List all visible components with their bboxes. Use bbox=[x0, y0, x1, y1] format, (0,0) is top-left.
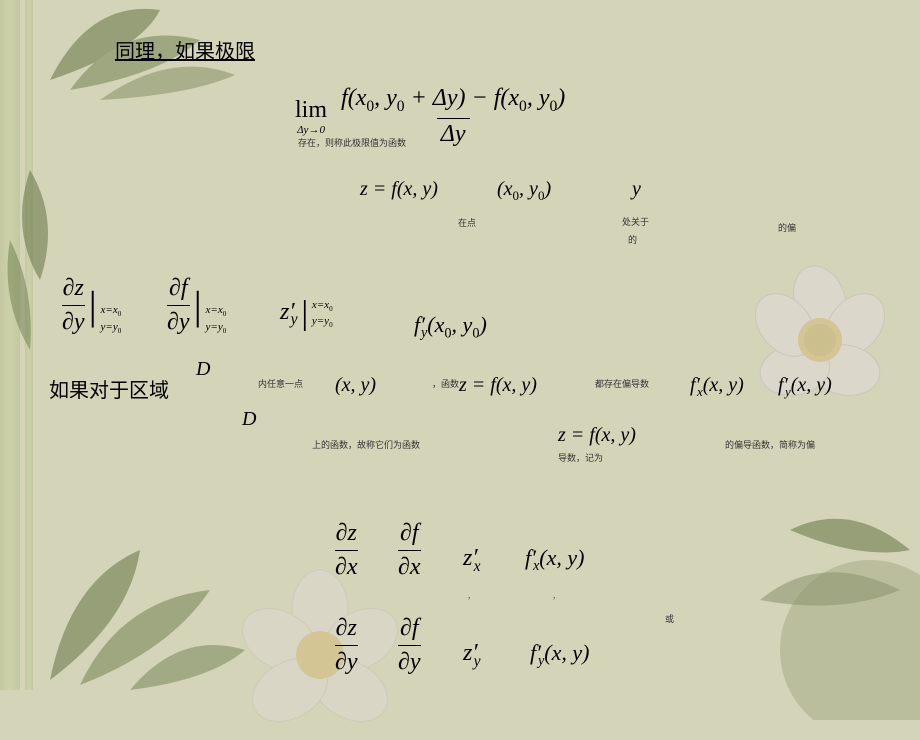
tiny-pd-func: 的偏导函数，简称为偏 bbox=[725, 438, 815, 451]
leaf-bottom-right bbox=[690, 470, 920, 720]
tiny-any-point: 内任意一点 bbox=[258, 377, 303, 390]
deriv-df-dy-eval: ∂f∂y | x=x0y=y0 bbox=[167, 275, 226, 336]
fy-xy: f′y(x, y) bbox=[778, 374, 832, 400]
flower-right bbox=[730, 250, 910, 450]
b2-dfdy: ∂f∂y bbox=[398, 615, 421, 676]
b1-zx: z′x bbox=[463, 545, 481, 576]
eq-zfxy-3: z = f(x, y) bbox=[558, 424, 636, 447]
tiny-exists: 存在，则称此极限值为函数 bbox=[298, 136, 406, 149]
fx-xy: f′x(x, y) bbox=[690, 374, 744, 400]
tiny-on-func: 上的函数，故称它们为函数 bbox=[312, 438, 420, 451]
point-xy: (x, y) bbox=[335, 374, 376, 397]
tiny-commas2: , bbox=[553, 590, 555, 600]
b1-dfdx: ∂f∂x bbox=[398, 520, 421, 581]
tiny-at-point: 在点 bbox=[458, 216, 476, 229]
eq-zfxy-1: z = f(x, y) bbox=[360, 178, 438, 201]
b2-dzdy: ∂z∂y bbox=[335, 615, 358, 676]
deriv-dz-dy-eval: ∂z∂y | x=x0y=y0 bbox=[62, 275, 121, 336]
tiny-or: 或 bbox=[665, 612, 674, 625]
tiny-denote: 导数，记为 bbox=[558, 451, 603, 464]
tiny-commas1: , bbox=[468, 590, 470, 600]
region-D-2: D bbox=[242, 408, 256, 431]
eq-zfxy-2: z = f(x, y) bbox=[459, 374, 537, 397]
b2-zy: z′y bbox=[463, 640, 481, 671]
tiny-func: ，函数 bbox=[432, 377, 459, 390]
lim-symbol: lim Δy→0 bbox=[295, 97, 327, 136]
var-y: y bbox=[632, 178, 641, 201]
tiny-depian: 的偏 bbox=[778, 221, 796, 234]
heading-text: 同理，如果极限 bbox=[115, 35, 255, 64]
deriv-zprime-y-eval: z′y | x=x0y=y0 bbox=[280, 295, 333, 333]
deriv-fy-x0y0: f′y(x0, y0) bbox=[414, 312, 487, 342]
b2-fyxy: f′y(x, y) bbox=[530, 640, 589, 670]
tiny-exist-pd: 都存在偏导数 bbox=[595, 377, 649, 390]
region-text: 如果对于区域 bbox=[49, 374, 169, 403]
region-D: D bbox=[196, 358, 210, 381]
tiny-de: 的 bbox=[628, 233, 637, 246]
tiny-about: 处关于 bbox=[622, 215, 649, 228]
b1-dzdx: ∂z∂x bbox=[335, 520, 358, 581]
flower-bottom bbox=[220, 560, 420, 740]
leaf-bottom-left bbox=[30, 520, 250, 700]
b1-fxxy: f′x(x, y) bbox=[525, 545, 584, 575]
point-x0y0: (x0, y0) bbox=[497, 178, 551, 204]
